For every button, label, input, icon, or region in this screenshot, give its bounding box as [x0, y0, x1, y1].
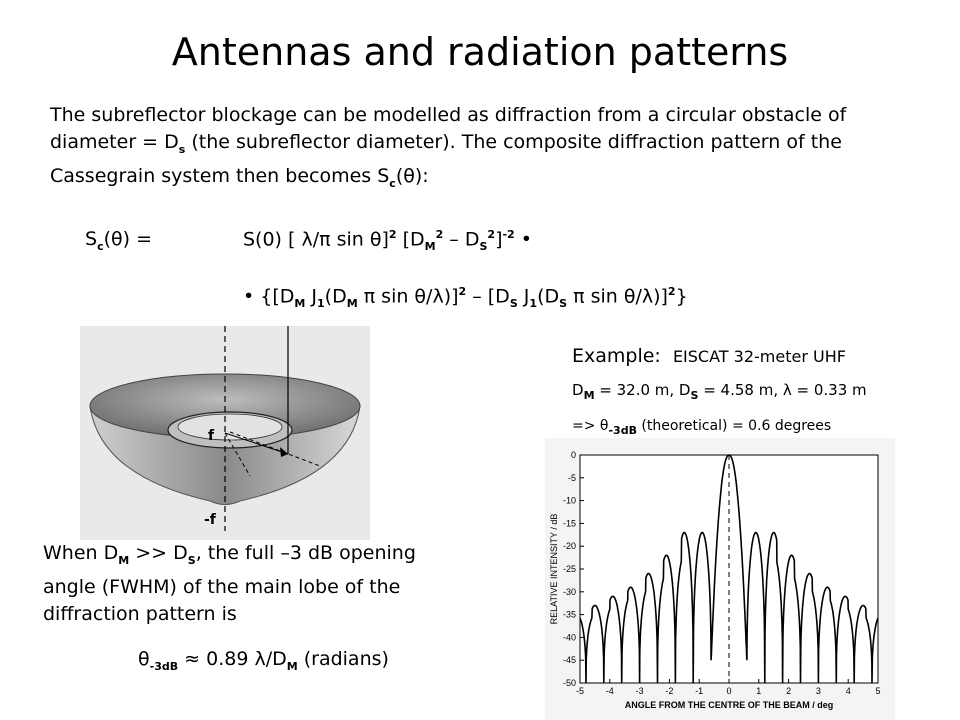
x-tick-label: -2: [665, 686, 673, 696]
y-tick-label: -30: [563, 587, 576, 597]
x-tick-label: -1: [695, 686, 703, 696]
example-heading: Example: EISCAT 32-meter UHF: [572, 345, 846, 367]
x-axis-label: ANGLE FROM THE CENTRE OF THE BEAM / deg: [625, 700, 834, 710]
cassegrain-dish-illustration: f -f: [80, 326, 370, 540]
y-tick-label: -15: [563, 518, 576, 528]
y-tick-label: -25: [563, 564, 576, 574]
y-tick-label: 0: [571, 450, 576, 460]
x-tick-label: 4: [846, 686, 851, 696]
y-tick-label: -40: [563, 632, 576, 642]
y-axis-label: RELATIVE INTENSITY / dB: [549, 514, 559, 625]
fwhm-explanation: When DM >> DS, the full –3 dB opening an…: [43, 542, 416, 625]
focal-label-neg-f: -f: [204, 512, 217, 528]
y-tick-label: -5: [568, 473, 576, 483]
example-theoretical-width: => θ-3dB (theoretical) = 0.6 degrees: [572, 418, 832, 437]
x-tick-label: 5: [875, 686, 880, 696]
y-tick-label: -50: [563, 678, 576, 688]
y-tick-label: -20: [563, 541, 576, 551]
x-tick-label: 2: [786, 686, 791, 696]
example-dimensions: DM = 32.0 m, DS = 4.58 m, λ = 0.33 m: [572, 381, 867, 402]
formula-line-1: S(0) [ λ/π sin θ]2 [DM2 – DS2]-2 •: [243, 228, 532, 254]
y-tick-label: -35: [563, 610, 576, 620]
x-tick-label: -4: [606, 686, 614, 696]
formula-lhs: Sc(θ) =: [85, 228, 153, 253]
x-tick-label: 1: [756, 686, 761, 696]
x-tick-label: 3: [816, 686, 821, 696]
intro-paragraph: The subreflector blockage can be modelle…: [50, 104, 847, 190]
radiation-pattern-chart: -5 -4 -3 -2 -1 0 1 2 3 4 50-5-10-15-20-25-30-35-40…: [545, 438, 895, 720]
fwhm-formula: θ-3dB ≈ 0.89 λ/DM (radians): [138, 648, 389, 673]
y-tick-label: -45: [563, 655, 576, 665]
x-tick-label: 0: [726, 686, 731, 696]
y-tick-label: -10: [563, 496, 576, 506]
x-tick-label: -3: [636, 686, 644, 696]
x-tick-label: -5: [576, 686, 584, 696]
page-title: Antennas and radiation patterns: [171, 30, 789, 74]
focal-label-f: f: [208, 428, 215, 444]
formula-line-2: • {[DM J1(DM π sin θ/λ)]2 – [DS J1(DS π …: [243, 285, 688, 311]
